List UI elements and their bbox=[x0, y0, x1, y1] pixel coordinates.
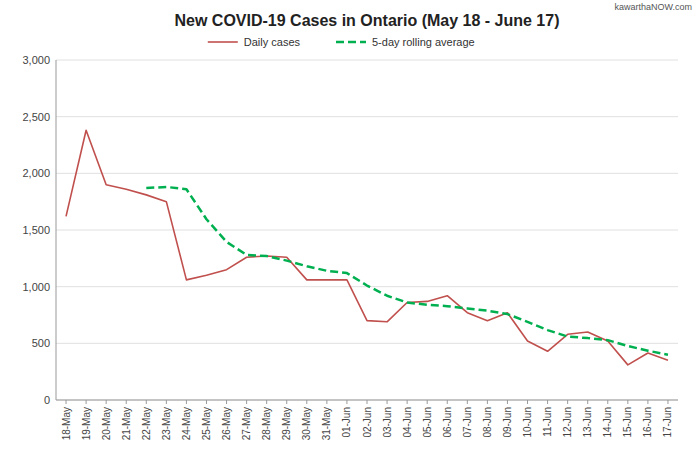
x-tick bbox=[587, 400, 588, 404]
x-tick-label: 30-May bbox=[301, 407, 312, 440]
y-tick-label: 0 bbox=[44, 394, 50, 406]
legend-label: 5-day rolling average bbox=[372, 36, 475, 48]
grid-line bbox=[56, 60, 678, 61]
x-tick bbox=[367, 400, 368, 404]
x-tick bbox=[607, 400, 608, 404]
x-tick-label: 19-May bbox=[81, 407, 92, 440]
x-tick bbox=[527, 400, 528, 404]
x-tick-label: 29-May bbox=[281, 407, 292, 440]
x-tick bbox=[567, 400, 568, 404]
y-tick-label: 2,500 bbox=[22, 111, 50, 123]
x-tick bbox=[226, 400, 227, 404]
plot-area bbox=[66, 130, 668, 365]
grid-line bbox=[56, 230, 678, 231]
x-tick bbox=[106, 400, 107, 404]
series-line bbox=[146, 187, 668, 355]
x-tick-label: 14-Jun bbox=[602, 407, 613, 438]
x-tick-label: 28-May bbox=[261, 407, 272, 440]
x-tick bbox=[667, 400, 668, 404]
x-tick bbox=[507, 400, 508, 404]
y-tick-label: 1,000 bbox=[22, 281, 50, 293]
x-tick bbox=[246, 400, 247, 404]
grid-line bbox=[56, 343, 678, 344]
x-tick bbox=[186, 400, 187, 404]
x-tick-label: 21-May bbox=[121, 407, 132, 440]
x-tick bbox=[447, 400, 448, 404]
x-tick bbox=[387, 400, 388, 404]
title: New COVID-19 Cases in Ontario (May 18 - … bbox=[174, 12, 559, 29]
x-tick-label: 08-Jun bbox=[482, 407, 493, 438]
x-tick bbox=[266, 400, 267, 404]
x-tick-label: 24-May bbox=[181, 407, 192, 440]
grid-line bbox=[56, 116, 678, 117]
x-tick bbox=[166, 400, 167, 404]
x-tick bbox=[467, 400, 468, 404]
x-tick-label: 22-May bbox=[141, 407, 152, 440]
x-tick-label: 27-May bbox=[241, 407, 252, 440]
x-tick-label: 25-May bbox=[201, 407, 212, 440]
x-tick bbox=[86, 400, 87, 404]
grid-line bbox=[56, 173, 678, 174]
x-tick bbox=[627, 400, 628, 404]
watermark: kawarthaNOW.com bbox=[614, 2, 692, 12]
x-tick bbox=[407, 400, 408, 404]
x-tick bbox=[647, 400, 648, 404]
x-tick-label: 01-Jun bbox=[341, 407, 352, 438]
x-tick-label: 05-Jun bbox=[422, 407, 433, 438]
x-tick-label: 11-Jun bbox=[542, 407, 553, 437]
y-axis: 0 500 1,000 1,500 2,000 2,500 3,000 bbox=[22, 54, 678, 406]
y-axis-line bbox=[56, 60, 57, 400]
x-tick-label: 17-Jun bbox=[662, 407, 673, 438]
x-tick-label: 31-May bbox=[321, 407, 332, 440]
x-tick bbox=[126, 400, 127, 404]
x-tick-label: 04-Jun bbox=[402, 407, 413, 438]
legend-swatch bbox=[208, 41, 238, 43]
x-tick-label: 06-Jun bbox=[442, 407, 453, 438]
x-tick-label: 13-Jun bbox=[582, 407, 593, 438]
x-tick-label: 23-May bbox=[161, 407, 172, 440]
x-tick-label: 02-Jun bbox=[362, 407, 373, 438]
legend-swatch bbox=[336, 41, 366, 44]
x-tick bbox=[146, 400, 147, 404]
series-line bbox=[66, 130, 668, 365]
x-tick bbox=[427, 400, 428, 404]
x-tick bbox=[286, 400, 287, 404]
x-tick-label: 12-Jun bbox=[562, 407, 573, 438]
x-tick bbox=[487, 400, 488, 404]
x-tick bbox=[346, 400, 347, 404]
x-tick bbox=[66, 400, 67, 404]
chart: New COVID-19 Cases in Ontario (May 18 - … bbox=[0, 0, 696, 463]
x-tick-label: 03-Jun bbox=[382, 407, 393, 438]
background bbox=[0, 0, 696, 463]
legend: Daily cases 5-day rolling average bbox=[208, 36, 475, 48]
x-tick-label: 18-May bbox=[61, 407, 72, 440]
x-tick bbox=[206, 400, 207, 404]
y-tick-label: 2,000 bbox=[22, 167, 50, 179]
y-tick-label: 3,000 bbox=[22, 54, 50, 66]
x-tick bbox=[306, 400, 307, 404]
x-tick-label: 07-Jun bbox=[462, 407, 473, 438]
y-tick-label: 500 bbox=[32, 337, 50, 349]
x-tick bbox=[547, 400, 548, 404]
x-tick-label: 15-Jun bbox=[622, 407, 633, 438]
x-axis: 18-May 19-May 20-May 21-May 22-May 23-May 24-M… bbox=[61, 400, 674, 440]
x-tick-label: 26-May bbox=[221, 407, 232, 440]
x-tick-label: 09-Jun bbox=[502, 407, 513, 438]
x-tick-label: 20-May bbox=[101, 407, 112, 440]
y-tick-label: 1,500 bbox=[22, 224, 50, 236]
x-tick-label: 16-Jun bbox=[642, 407, 653, 438]
x-tick-label: 10-Jun bbox=[522, 407, 533, 438]
legend-label: Daily cases bbox=[244, 36, 301, 48]
x-tick bbox=[326, 400, 327, 404]
